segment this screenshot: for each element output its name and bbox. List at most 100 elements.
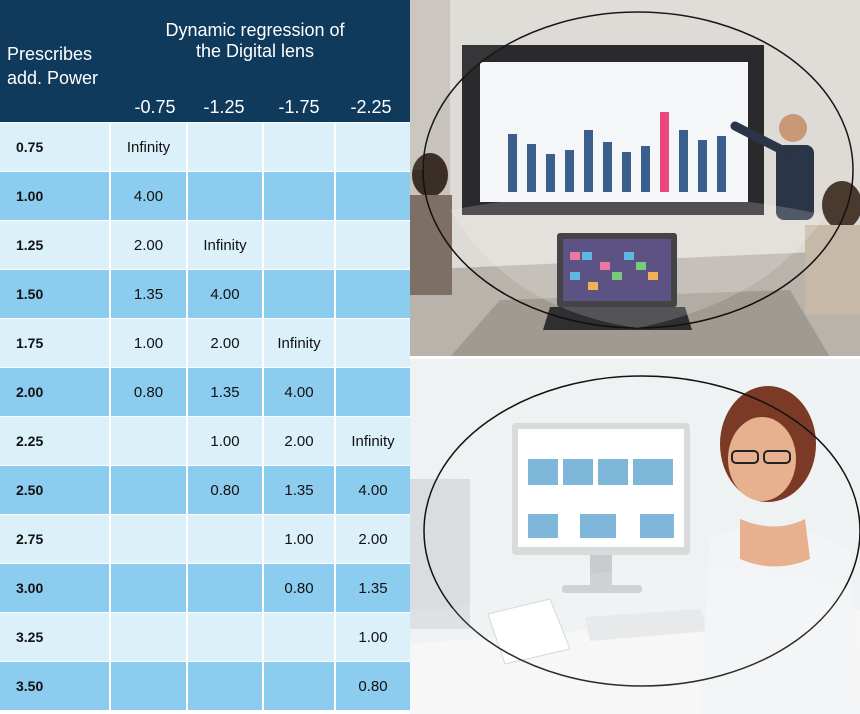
distance-value-cell	[109, 662, 186, 710]
distance-value-cell	[334, 172, 410, 220]
presentation-bar	[546, 154, 555, 192]
column-header: -2.25	[350, 97, 392, 117]
distance-value-cell: 4.00	[186, 270, 262, 318]
add-power-cell: 1.00	[16, 188, 44, 204]
column-header: -0.75	[134, 97, 176, 117]
table-row: 3.00 0.80 1.35	[0, 563, 410, 612]
add-power-cell: 3.00	[16, 580, 44, 596]
distance-value-cell	[109, 613, 186, 661]
presentation-bar	[508, 134, 517, 192]
distance-value-cell	[186, 564, 262, 612]
column-header: -1.75	[278, 97, 320, 117]
table-row: 2.75 1.00 2.00	[0, 514, 410, 563]
focus-zone-ellipse	[422, 11, 854, 329]
table-row: 3.25 1.00	[0, 612, 410, 661]
presentation-bar	[717, 136, 726, 192]
distance-value-cell	[262, 172, 334, 220]
add-power-cell: 3.25	[16, 629, 44, 645]
table-row: 0.75 Infinity	[0, 122, 410, 171]
distance-value-cell	[109, 466, 186, 514]
presentation-bar	[584, 130, 593, 192]
photo-divider	[410, 356, 860, 360]
office-computer-illustration	[410, 359, 860, 714]
table-row: 3.50 0.80	[0, 661, 410, 710]
distance-value-cell: Infinity	[109, 123, 186, 171]
table-row: 1.25 2.00 Infinity	[0, 220, 410, 269]
table-body: 0.75 Infinity 1.00 4.00 1.25 2.00 Infinity 1.50…	[0, 122, 410, 710]
office-computer-photo	[410, 359, 860, 714]
presentation-bar	[679, 130, 688, 192]
distance-value-cell: 4.00	[334, 466, 410, 514]
distance-value-cell	[109, 417, 186, 465]
distance-value-cell: 2.00	[109, 221, 186, 269]
lens-regression-table: Prescribes add. Power Dynamic regression…	[0, 0, 410, 714]
focus-zone-ellipse	[423, 375, 860, 687]
distance-value-cell	[262, 662, 334, 710]
distance-value-cell	[262, 221, 334, 269]
presentation-bar	[603, 142, 612, 192]
distance-value-cell: 2.00	[334, 515, 410, 563]
add-power-cell: 2.75	[16, 531, 44, 547]
distance-value-cell: 0.80	[109, 368, 186, 416]
add-power-cell: 2.25	[16, 433, 44, 449]
distance-value-cell	[334, 123, 410, 171]
distance-value-cell	[334, 270, 410, 318]
distance-value-cell: 1.35	[262, 466, 334, 514]
distance-value-cell: Infinity	[186, 221, 262, 269]
distance-value-cell: 1.00	[186, 417, 262, 465]
table-row: 2.25 1.00 2.00 Infinity	[0, 416, 410, 465]
meeting-room-photo	[410, 0, 860, 357]
distance-value-cell: 2.00	[262, 417, 334, 465]
add-power-cell: 0.75	[16, 139, 44, 155]
meeting-room-illustration	[410, 0, 860, 357]
distance-value-cell	[186, 123, 262, 171]
distance-value-cell: 4.00	[262, 368, 334, 416]
distance-value-cell: Infinity	[334, 417, 410, 465]
presentation-bar	[641, 146, 650, 192]
distance-value-cell: 4.00	[109, 172, 186, 220]
distance-value-cell: 1.00	[262, 515, 334, 563]
presentation-bar	[565, 150, 574, 192]
distance-value-cell: 2.00	[186, 319, 262, 367]
presentation-bar	[660, 112, 669, 192]
table-row: 2.00 0.80 1.35 4.00	[0, 367, 410, 416]
table-row: 1.00 4.00	[0, 171, 410, 220]
table-title: Dynamic regression of the Digital lens	[165, 20, 345, 61]
prescribes-add-power-heading: Prescribes add. Power	[7, 44, 99, 88]
presentation-bar	[527, 144, 536, 192]
table-row: 2.50 0.80 1.35 4.00	[0, 465, 410, 514]
distance-value-cell	[186, 613, 262, 661]
distance-value-cell	[109, 515, 186, 563]
column-header: -1.25	[203, 97, 245, 117]
distance-value-cell: 1.35	[186, 368, 262, 416]
distance-value-cell: 0.80	[334, 662, 410, 710]
add-power-cell: 1.25	[16, 237, 44, 253]
distance-value-cell	[262, 123, 334, 171]
distance-value-cell	[186, 515, 262, 563]
distance-value-cell: Infinity	[262, 319, 334, 367]
distance-value-cell: 0.80	[186, 466, 262, 514]
distance-value-cell	[262, 613, 334, 661]
table-row: 1.50 1.35 4.00	[0, 269, 410, 318]
add-power-cell: 2.00	[16, 384, 44, 400]
distance-value-cell	[186, 662, 262, 710]
distance-value-cell: 0.80	[262, 564, 334, 612]
add-power-cell: 2.50	[16, 482, 44, 498]
add-power-cell: 1.75	[16, 335, 44, 351]
distance-value-cell	[186, 172, 262, 220]
distance-value-cell	[334, 221, 410, 269]
add-power-cell: 1.50	[16, 286, 44, 302]
add-power-cell: 3.50	[16, 678, 44, 694]
distance-value-cell: 1.00	[334, 613, 410, 661]
distance-value-cell: 1.35	[109, 270, 186, 318]
distance-value-cell	[334, 368, 410, 416]
table-row: 1.75 1.00 2.00 Infinity	[0, 318, 410, 367]
distance-value-cell: 1.00	[109, 319, 186, 367]
presentation-bar	[698, 140, 707, 192]
distance-value-cell	[109, 564, 186, 612]
distance-value-cell: 1.35	[334, 564, 410, 612]
distance-value-cell	[334, 319, 410, 367]
table-header: Prescribes add. Power Dynamic regression…	[0, 0, 410, 122]
presentation-bar	[622, 152, 631, 192]
distance-value-cell	[262, 270, 334, 318]
